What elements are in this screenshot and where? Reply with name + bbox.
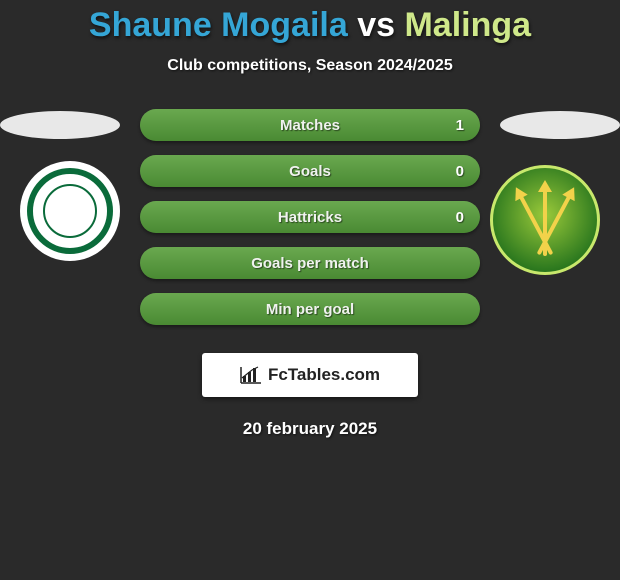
main-stage: Matches 1 Goals 0 Hattricks 0 Goals per … [0, 105, 620, 445]
player1-club-crest [20, 161, 120, 261]
vs-text: vs [357, 6, 395, 44]
stat-row-goals-per-match: Goals per match [140, 247, 480, 279]
stat-label: Goals per match [251, 255, 369, 272]
player1-photo-placeholder [0, 111, 120, 139]
golden-arrows-crest-icon [490, 165, 600, 275]
stat-value-right: 0 [456, 155, 464, 187]
stat-row-hattricks: Hattricks 0 [140, 201, 480, 233]
player2-name: Malinga [404, 6, 531, 44]
branding-text: FcTables.com [268, 365, 380, 385]
player1-name: Shaune Mogaila [89, 6, 348, 44]
stat-label: Min per goal [266, 301, 354, 318]
celtic-crest-icon [27, 168, 113, 254]
comparison-title: Shaune Mogaila vs Malinga [0, 0, 620, 45]
stat-value-right: 0 [456, 201, 464, 233]
stats-list: Matches 1 Goals 0 Hattricks 0 Goals per … [140, 109, 480, 325]
stat-row-min-per-goal: Min per goal [140, 293, 480, 325]
player2-club-crest [490, 165, 600, 275]
player2-photo-placeholder [500, 111, 620, 139]
bar-chart-icon [240, 366, 262, 384]
stat-label: Matches [280, 117, 340, 134]
subtitle: Club competitions, Season 2024/2025 [0, 57, 620, 75]
stat-label: Hattricks [278, 209, 342, 226]
stat-label: Goals [289, 163, 331, 180]
stat-row-goals: Goals 0 [140, 155, 480, 187]
date-text: 20 february 2025 [0, 419, 620, 439]
stat-value-right: 1 [456, 109, 464, 141]
branding-badge: FcTables.com [202, 353, 418, 397]
stat-row-matches: Matches 1 [140, 109, 480, 141]
